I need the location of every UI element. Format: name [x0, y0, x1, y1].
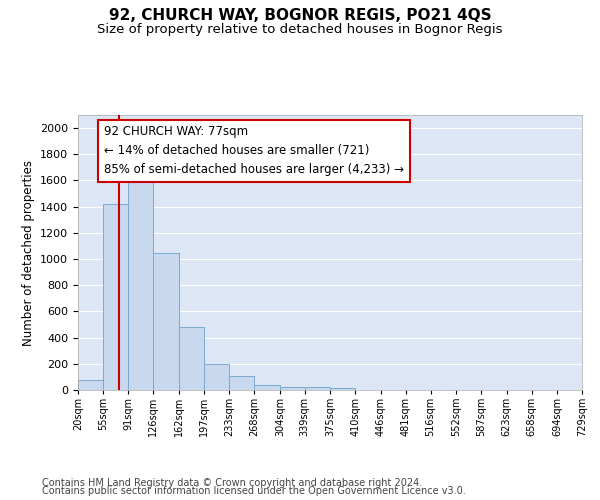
Bar — [331, 388, 355, 390]
Bar — [280, 386, 305, 390]
Text: 92, CHURCH WAY, BOGNOR REGIS, PO21 4QS: 92, CHURCH WAY, BOGNOR REGIS, PO21 4QS — [109, 8, 491, 22]
Bar — [254, 385, 280, 390]
Y-axis label: Number of detached properties: Number of detached properties — [22, 160, 35, 346]
Bar — [179, 327, 204, 390]
Bar — [229, 376, 254, 390]
Bar — [103, 204, 128, 390]
Text: 92 CHURCH WAY: 77sqm
← 14% of detached houses are smaller (721)
85% of semi-deta: 92 CHURCH WAY: 77sqm ← 14% of detached h… — [104, 126, 404, 176]
Text: Size of property relative to detached houses in Bognor Regis: Size of property relative to detached ho… — [97, 22, 503, 36]
Text: Contains HM Land Registry data © Crown copyright and database right 2024.: Contains HM Land Registry data © Crown c… — [42, 478, 422, 488]
Bar — [204, 364, 229, 390]
Bar — [78, 380, 103, 390]
Bar — [128, 180, 154, 390]
Bar — [154, 252, 179, 390]
Bar — [305, 388, 331, 390]
Text: Contains public sector information licensed under the Open Government Licence v3: Contains public sector information licen… — [42, 486, 466, 496]
